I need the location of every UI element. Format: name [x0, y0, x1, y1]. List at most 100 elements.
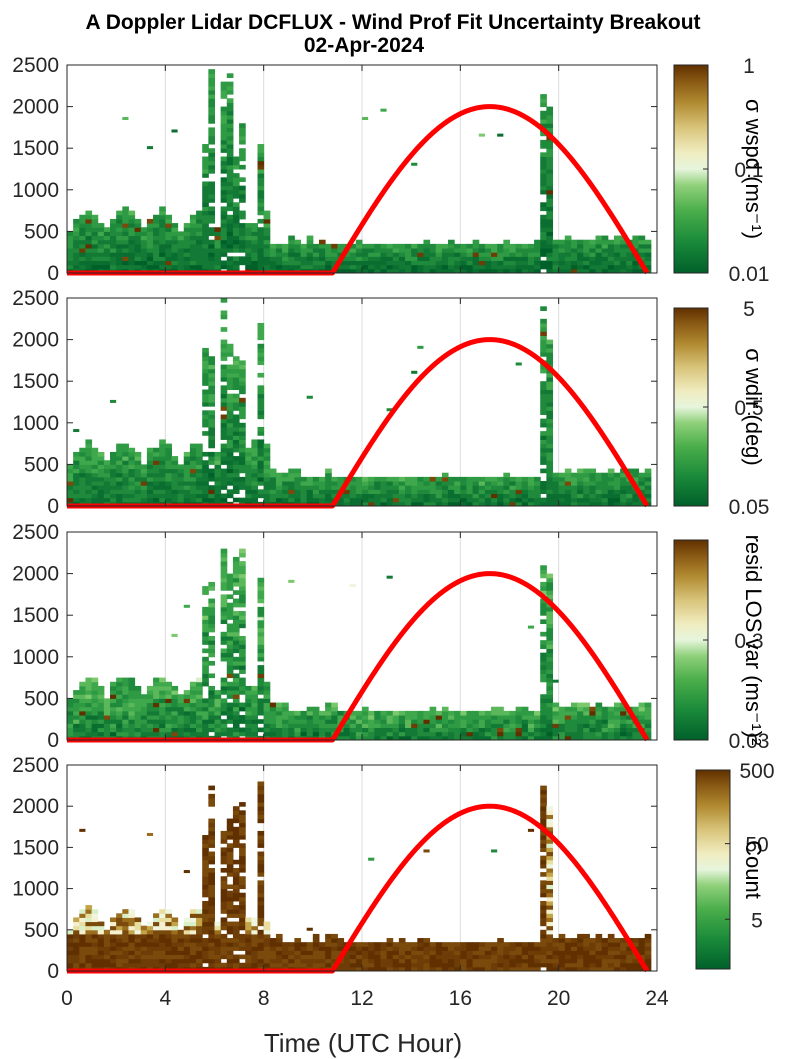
- heatmap-cell: [189, 681, 197, 687]
- heatmap-cell: [306, 719, 314, 724]
- heatmap-cell: [540, 231, 547, 237]
- heatmap-cell: [288, 239, 295, 245]
- heatmap-cell: [134, 468, 142, 474]
- heatmap-cell: [472, 958, 480, 964]
- heatmap-cell: [644, 933, 652, 939]
- heatmap-cell: [116, 443, 123, 449]
- heatmap-cell: [595, 493, 603, 499]
- heatmap-cell: [177, 710, 185, 716]
- heatmap-cell: [226, 615, 234, 620]
- heatmap-cell: [232, 872, 240, 877]
- heatmap-cell: [282, 489, 289, 495]
- heatmap-cell: [220, 431, 228, 436]
- heatmap-cell: [79, 456, 86, 461]
- heatmap-cell: [527, 958, 535, 964]
- heatmap-cell: [239, 231, 246, 237]
- heatmap-cell: [183, 456, 191, 461]
- heatmap-cell: [521, 962, 529, 968]
- heatmap-cell: [405, 485, 412, 490]
- heatmap-cell: [245, 468, 252, 474]
- heatmap-cell: [85, 938, 93, 943]
- heatmap-cell: [527, 710, 535, 716]
- heatmap-cell: [349, 584, 356, 587]
- heatmap-cell: [103, 468, 111, 474]
- heatmap-cell: [644, 468, 652, 474]
- heatmap-cell: [122, 210, 129, 216]
- heatmap-cell: [245, 921, 252, 927]
- heatmap-cell: [146, 938, 154, 943]
- heatmap-cell: [521, 264, 529, 270]
- heatmap-cell: [269, 962, 277, 968]
- heatmap-cell: [558, 731, 566, 737]
- heatmap-cell: [239, 644, 246, 649]
- heatmap-cell: [257, 235, 265, 241]
- heatmap-cell: [116, 962, 123, 968]
- heatmap-cell: [116, 913, 123, 918]
- heatmap-cell: [239, 573, 246, 579]
- heatmap-cell: [153, 260, 160, 266]
- heatmap-cell: [546, 933, 554, 939]
- heatmap-cell: [355, 252, 363, 257]
- heatmap-cell: [220, 962, 228, 968]
- heatmap-cell: [110, 723, 117, 729]
- heatmap-cell: [165, 227, 172, 232]
- heatmap-cell: [478, 497, 486, 503]
- heatmap-cell: [134, 950, 142, 956]
- heatmap-cell: [183, 235, 191, 241]
- heatmap-cell: [441, 243, 449, 249]
- heatmap-cell: [466, 731, 474, 737]
- heatmap-cell: [208, 472, 215, 478]
- heatmap-cell: [294, 248, 302, 253]
- heatmap-cell: [226, 202, 234, 207]
- heatmap-cell: [103, 227, 111, 232]
- heatmap-cell: [540, 660, 547, 666]
- heatmap-cell: [97, 485, 105, 490]
- heatmap-cell: [325, 260, 332, 266]
- y-tick-label: 500: [24, 453, 59, 476]
- heatmap-cell: [257, 456, 265, 461]
- heatmap-cell: [503, 256, 510, 262]
- heatmap-cell: [214, 942, 222, 947]
- heatmap-cell: [232, 876, 240, 881]
- heatmap-cell: [355, 958, 363, 964]
- heatmap-cell: [226, 731, 234, 737]
- heatmap-cell: [239, 602, 246, 608]
- heatmap-cell: [232, 702, 240, 708]
- heatmap-cell: [595, 946, 603, 951]
- heatmap-cell: [226, 148, 234, 153]
- heatmap-cell: [263, 719, 271, 724]
- heatmap-cell: [435, 264, 443, 270]
- heatmap-cell: [540, 706, 547, 712]
- heatmap-cell: [189, 685, 197, 691]
- heatmap-cell: [509, 958, 517, 964]
- heatmap-cell: [386, 476, 394, 482]
- heatmap-cell: [214, 468, 222, 474]
- heatmap-cell: [521, 501, 529, 507]
- heatmap-cell: [134, 489, 142, 495]
- heatmap-cell: [478, 268, 486, 274]
- heatmap-cell: [613, 481, 621, 486]
- heatmap-cell: [478, 727, 486, 733]
- heatmap-cell: [644, 715, 652, 720]
- heatmap-cell: [454, 735, 461, 741]
- heatmap-cell: [165, 214, 172, 220]
- heatmap-cell: [189, 460, 197, 465]
- heatmap-cell: [159, 497, 166, 503]
- heatmap-cell: [208, 148, 215, 153]
- heatmap-cell: [177, 481, 185, 486]
- heatmap-cell: [177, 933, 185, 939]
- heatmap-cell: [220, 481, 228, 486]
- heatmap-cell: [159, 921, 166, 927]
- heatmap-cell: [570, 489, 578, 495]
- heatmap-cell: [220, 485, 228, 490]
- heatmap-cell: [546, 627, 554, 633]
- heatmap-cell: [91, 710, 99, 716]
- heatmap-cell: [67, 698, 74, 704]
- heatmap-cell: [183, 468, 191, 474]
- heatmap-cell: [472, 493, 480, 499]
- heatmap-cell: [294, 938, 302, 943]
- heatmap-cell: [153, 214, 160, 220]
- heatmap-cell: [263, 702, 271, 708]
- heatmap-cell: [429, 958, 437, 964]
- heatmap-cell: [85, 223, 93, 228]
